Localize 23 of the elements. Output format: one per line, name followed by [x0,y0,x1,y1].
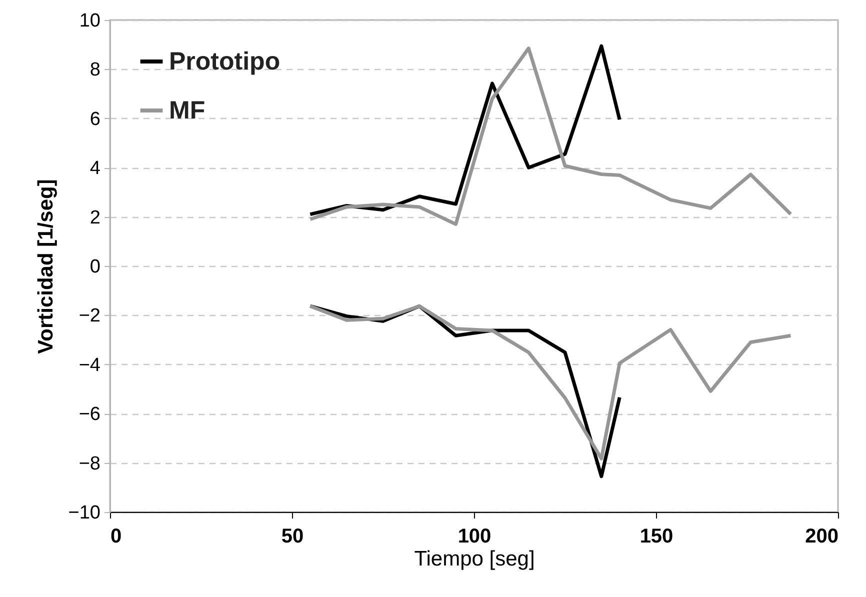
y-tick-label: −10 [68,502,100,524]
y-tick-label: 2 [90,207,100,228]
x-tick-label: 150 [640,526,674,548]
y-tick-label: −6 [78,404,100,426]
line-series [308,304,792,460]
legend-label: MF [169,96,206,124]
y-tick-label: 4 [90,158,101,180]
y-tick-label: 6 [90,108,100,130]
x-tick-label: 50 [281,526,304,548]
y-tick-label: −2 [78,306,100,327]
y-tick-label: 8 [90,60,100,81]
line-series [308,46,792,226]
x-tick-label: 200 [805,526,838,548]
x-tick-label: 0 [110,526,122,548]
legend-label: Prototipo [169,48,280,76]
x-tick-label: 100 [458,526,492,548]
y-tick-label: 0 [90,256,100,278]
y-tick-label: −4 [78,354,101,376]
x-axis-title: Tiempo [seg] [414,548,535,570]
y-tick-label: 10 [79,10,100,32]
y-tick-label: −8 [78,453,100,474]
line-series [308,44,622,216]
y-axis-title: Vorticidad [1/seg] [34,179,58,354]
